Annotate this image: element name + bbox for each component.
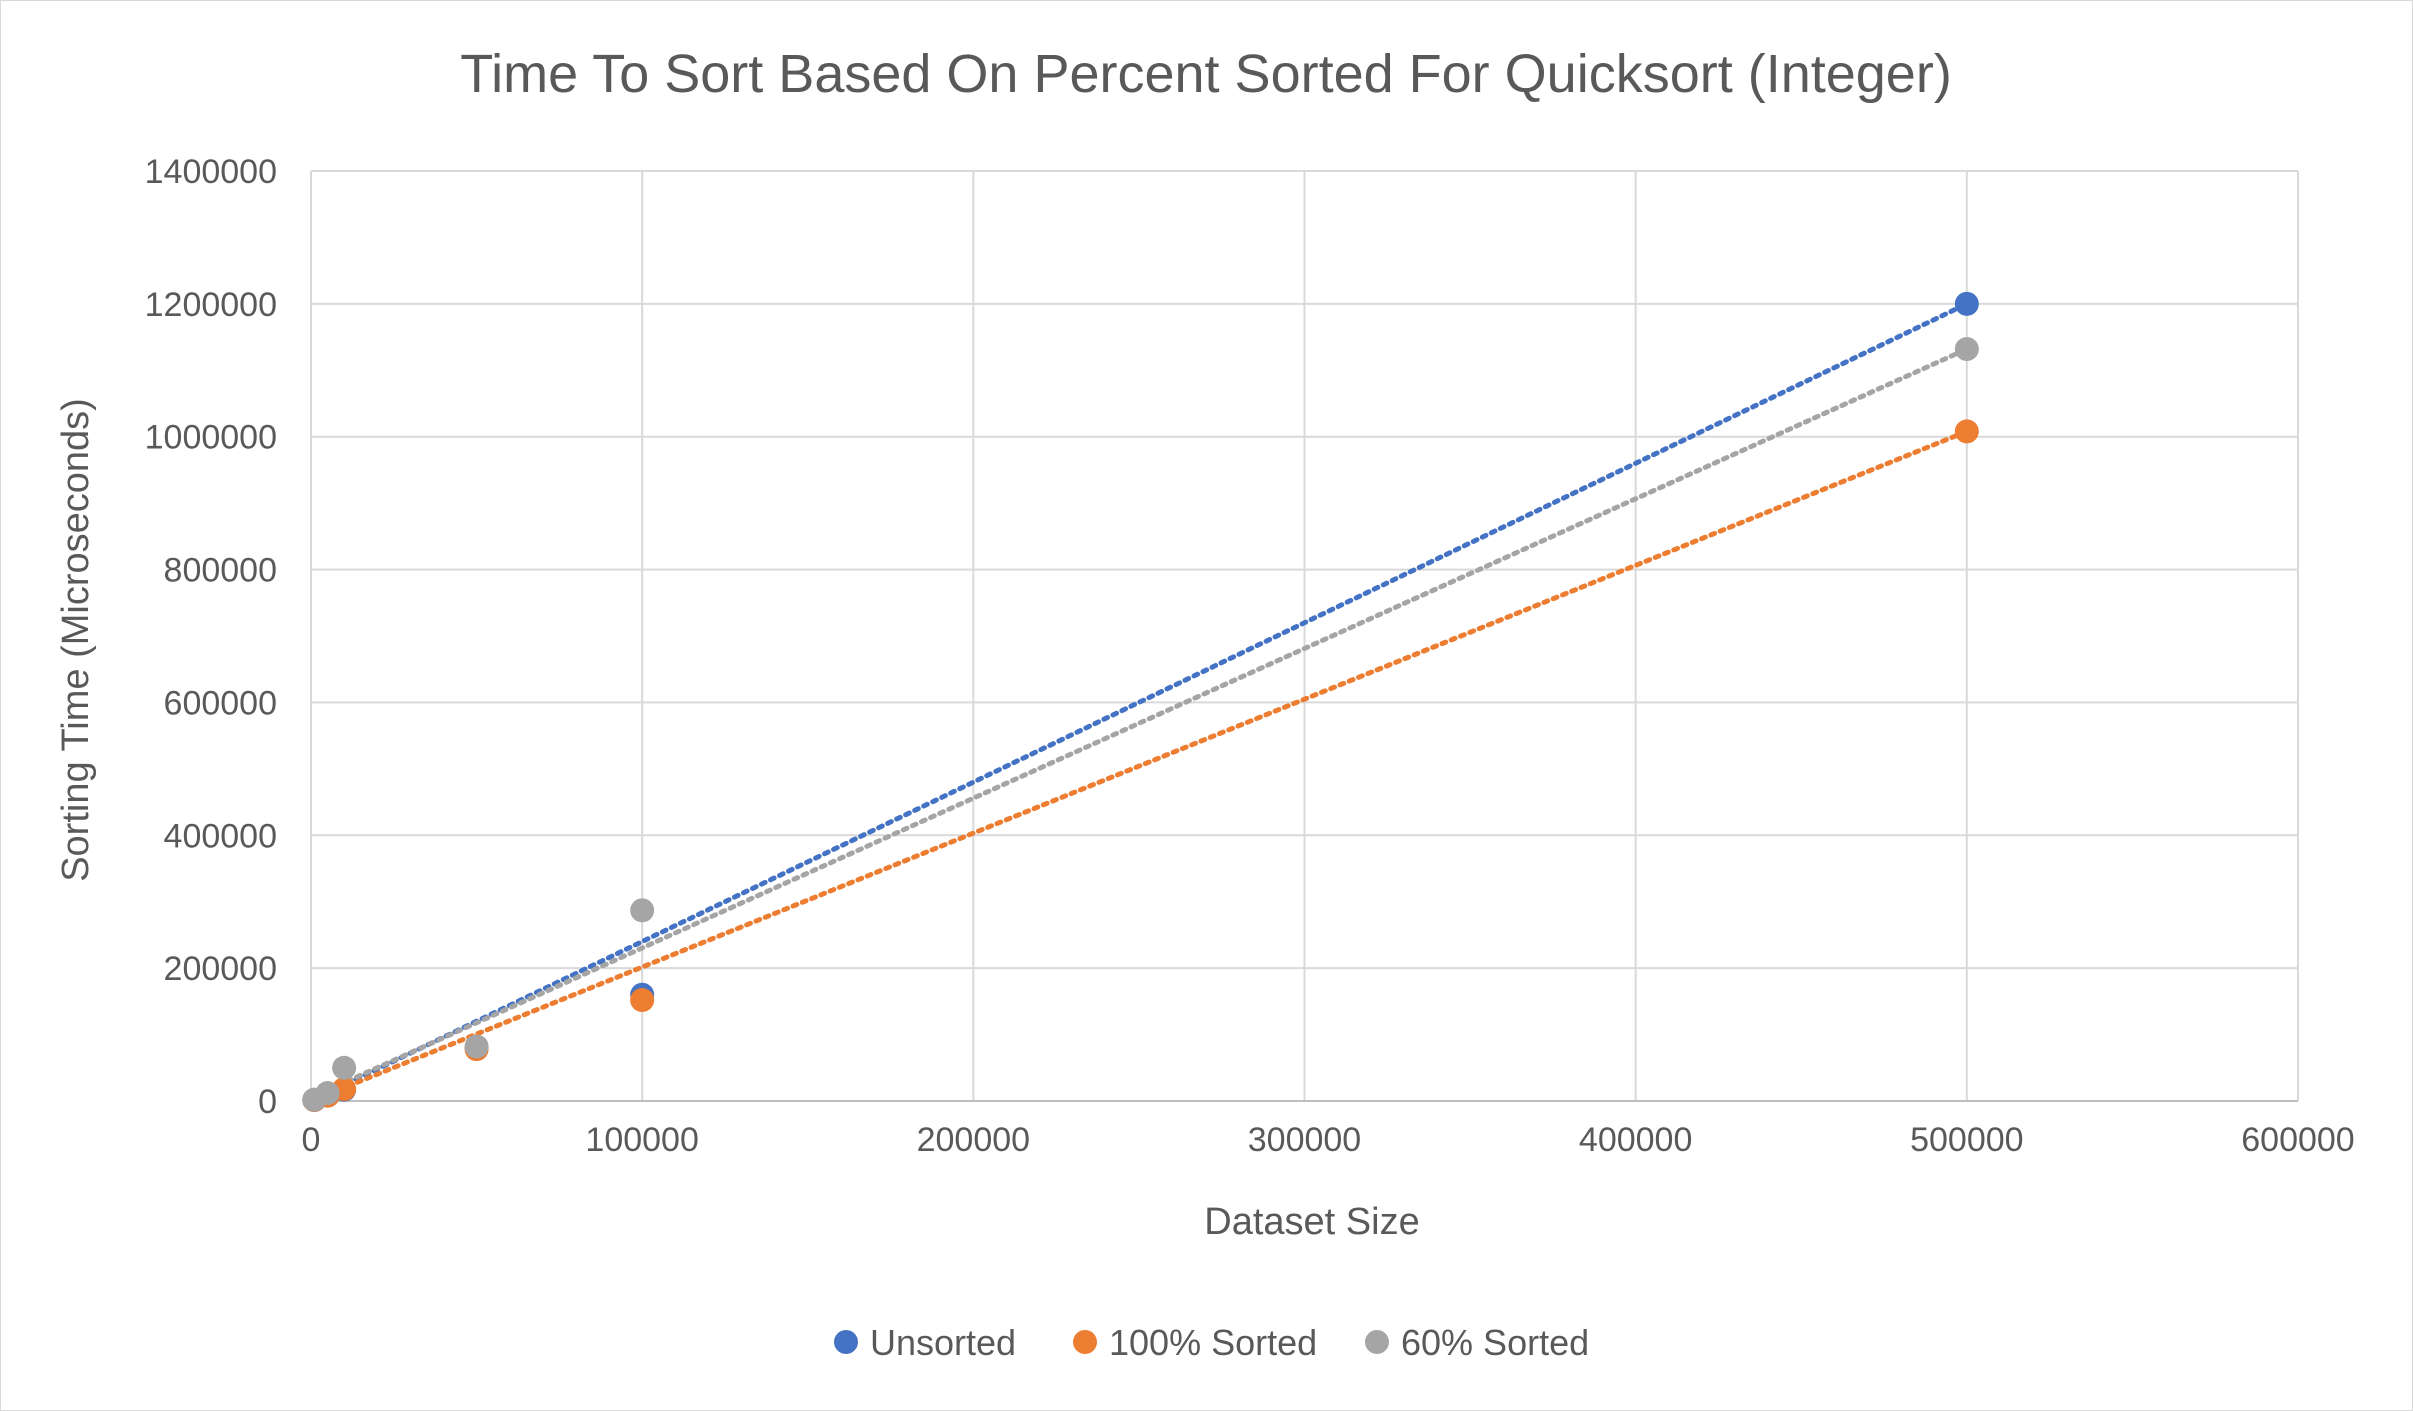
data-point-series-3 [332,1055,357,1080]
chart-title: Time To Sort Based On Percent Sorted For… [460,44,1952,104]
gridlines [311,170,2299,1101]
x-axis-ticks: 0 100000 200000 300000 400000 500000 600000 [302,1121,2355,1159]
x-tick-label: 300000 [1248,1121,1361,1159]
y-axis-title: Sorting Time (Microseconds) [55,398,97,882]
trendline-3 [308,346,1970,1101]
legend-item: 100% Sorted [1073,1322,1317,1363]
x-tick-label: 100000 [585,1121,698,1159]
x-tick-label: 500000 [1910,1121,2023,1159]
x-axis-title: Dataset Size [1204,1201,1419,1243]
trendline-2 [308,428,1970,1104]
legend: Unsorted 100% Sorted 60% Sorted [834,1322,1589,1363]
legend-marker [1365,1330,1389,1354]
y-tick-label: 0 [258,1083,277,1121]
trendlines [308,301,1970,1104]
y-tick-label: 200000 [164,950,277,988]
y-tick-label: 1200000 [145,286,277,324]
legend-marker [1073,1330,1097,1354]
trendline-1 [308,301,1970,1104]
data-points [302,291,1979,1113]
y-tick-label: 1400000 [145,153,277,191]
x-tick-label: 0 [302,1121,321,1159]
legend-label: 100% Sorted [1109,1322,1317,1363]
y-tick-label: 1000000 [145,419,277,457]
x-tick-label: 600000 [2241,1121,2354,1159]
y-tick-label: 400000 [164,817,277,855]
data-point-series-3 [1954,337,1979,362]
y-tick-label: 600000 [164,684,277,722]
legend-label: 60% Sorted [1401,1322,1589,1363]
data-point-series-3 [630,898,655,923]
data-point-series-3 [315,1081,340,1106]
data-point-series-2 [630,988,655,1013]
y-axis-ticks: 0 200000 400000 600000 800000 1000000 1200000 1… [145,153,277,1121]
y-tick-label: 800000 [164,552,277,590]
legend-marker [834,1330,858,1354]
data-point-series-3 [464,1034,489,1059]
data-point-series-2 [1954,419,1979,444]
legend-item: Unsorted [834,1322,1016,1363]
legend-item: 60% Sorted [1365,1322,1589,1363]
legend-label: Unsorted [870,1322,1016,1363]
x-tick-label: 400000 [1579,1121,1692,1159]
axes [310,171,2298,1102]
x-tick-label: 200000 [917,1121,1030,1159]
data-point-series-1 [1954,291,1979,316]
